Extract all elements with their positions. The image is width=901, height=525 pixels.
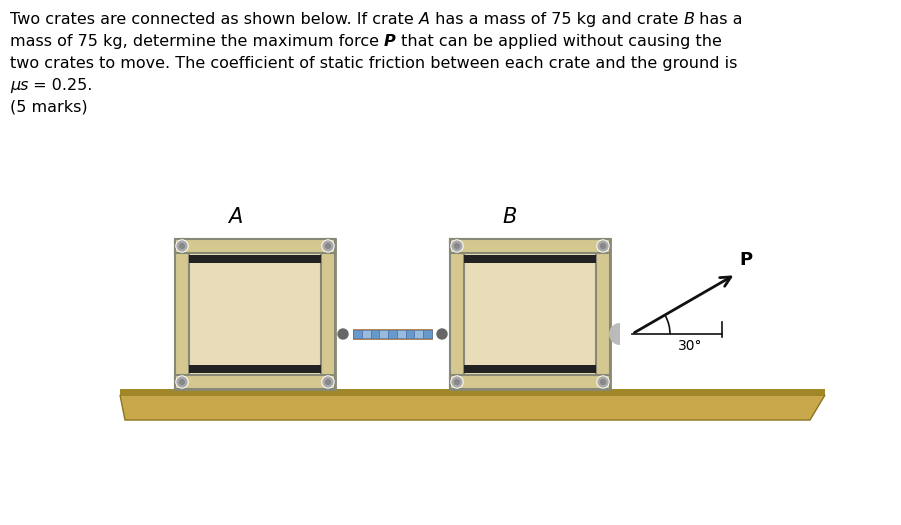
- Circle shape: [176, 240, 188, 252]
- Text: μs: μs: [10, 78, 29, 93]
- Bar: [396, 330, 405, 338]
- Circle shape: [179, 244, 185, 248]
- Bar: [450, 375, 610, 389]
- Circle shape: [600, 380, 605, 384]
- Bar: [405, 330, 414, 338]
- Text: two crates to move. The coefficient of static friction between each crate and th: two crates to move. The coefficient of s…: [10, 56, 737, 71]
- Circle shape: [451, 376, 463, 388]
- Bar: [450, 239, 610, 389]
- Polygon shape: [120, 389, 825, 395]
- Circle shape: [338, 329, 348, 339]
- Text: 30°: 30°: [678, 339, 703, 353]
- Bar: [379, 330, 388, 338]
- Circle shape: [452, 377, 462, 387]
- Circle shape: [598, 241, 608, 251]
- Text: (5 marks): (5 marks): [10, 100, 87, 115]
- Text: has a mass of 75 kg and crate: has a mass of 75 kg and crate: [430, 12, 683, 27]
- Circle shape: [454, 380, 460, 384]
- Bar: [175, 239, 335, 389]
- Circle shape: [177, 241, 187, 251]
- Circle shape: [454, 244, 460, 248]
- Circle shape: [325, 380, 331, 384]
- Text: B: B: [683, 12, 695, 27]
- Bar: [189, 255, 321, 263]
- Circle shape: [452, 241, 462, 251]
- Circle shape: [598, 377, 608, 387]
- Bar: [362, 330, 370, 338]
- Bar: [175, 239, 189, 389]
- Bar: [321, 239, 335, 389]
- Bar: [464, 255, 596, 263]
- Text: mass of 75 kg, determine the maximum force: mass of 75 kg, determine the maximum for…: [10, 34, 384, 49]
- Text: P: P: [384, 34, 396, 49]
- Circle shape: [322, 240, 334, 252]
- Polygon shape: [120, 395, 825, 420]
- Circle shape: [597, 376, 609, 388]
- Bar: [450, 239, 610, 253]
- Circle shape: [322, 376, 334, 388]
- Circle shape: [600, 244, 605, 248]
- Text: P: P: [739, 251, 752, 269]
- Bar: [464, 365, 596, 373]
- Circle shape: [177, 377, 187, 387]
- Circle shape: [437, 329, 447, 339]
- Text: B: B: [503, 207, 517, 227]
- Circle shape: [325, 244, 331, 248]
- Bar: [189, 365, 321, 373]
- Text: Two crates are connected as shown below. If crate: Two crates are connected as shown below.…: [10, 12, 419, 27]
- Bar: [450, 239, 464, 389]
- Bar: [175, 239, 335, 253]
- Bar: [414, 330, 423, 338]
- Text: A: A: [419, 12, 430, 27]
- Text: = 0.25.: = 0.25.: [29, 78, 93, 93]
- Bar: [175, 375, 335, 389]
- Text: A: A: [228, 207, 242, 227]
- Text: that can be applied without causing the: that can be applied without causing the: [396, 34, 722, 49]
- Bar: [353, 329, 432, 339]
- Bar: [423, 330, 432, 338]
- Circle shape: [323, 241, 333, 251]
- Bar: [596, 239, 610, 389]
- Circle shape: [323, 377, 333, 387]
- Circle shape: [176, 376, 188, 388]
- Bar: [353, 330, 362, 338]
- Bar: [370, 330, 379, 338]
- Wedge shape: [609, 323, 620, 345]
- Text: has a: has a: [695, 12, 743, 27]
- Bar: [388, 330, 396, 338]
- Circle shape: [179, 380, 185, 384]
- Circle shape: [451, 240, 463, 252]
- Circle shape: [597, 240, 609, 252]
